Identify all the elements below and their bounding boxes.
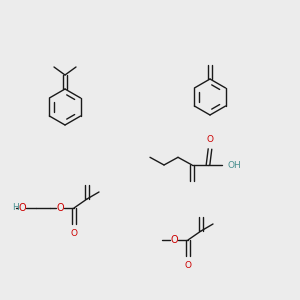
Text: O: O [170,235,178,245]
Text: O: O [56,203,64,213]
Text: O: O [70,229,77,238]
Text: H: H [12,203,19,212]
Text: O: O [206,135,214,144]
Text: OH: OH [227,160,241,169]
Text: O: O [18,203,26,213]
Text: O: O [184,261,191,270]
